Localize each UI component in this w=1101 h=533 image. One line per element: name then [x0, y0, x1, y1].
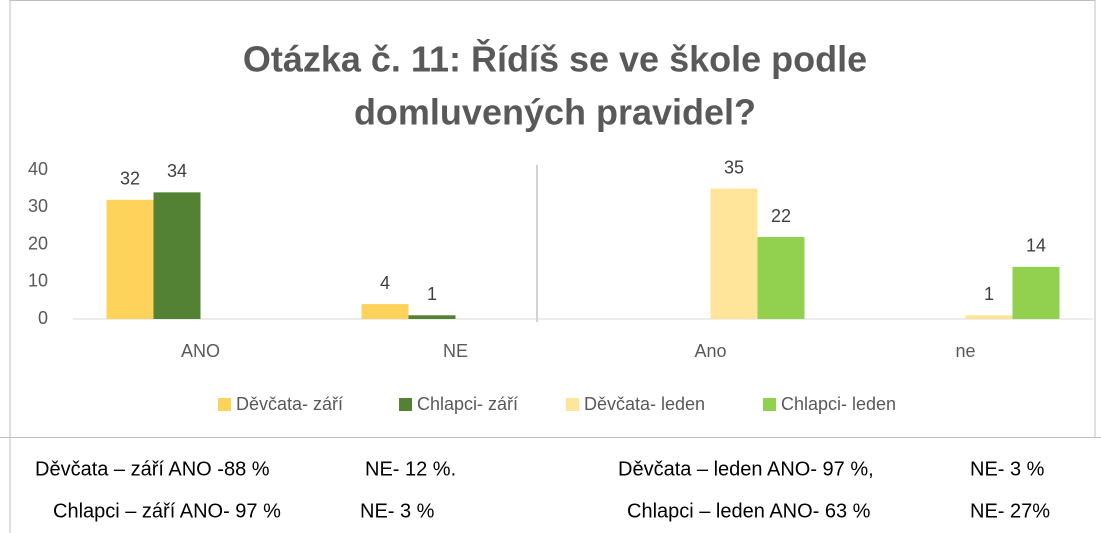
- legend-swatch: [218, 398, 231, 411]
- legend-label: Chlapci- září: [417, 394, 518, 414]
- note-text: Chlapci – září ANO- 97 %: [53, 500, 281, 522]
- note-text: NE- 12 %.: [365, 458, 456, 480]
- bar: [106, 199, 154, 319]
- bar: [757, 237, 805, 319]
- data-label: 1: [427, 284, 437, 304]
- legend-swatch: [566, 398, 579, 411]
- data-label: 34: [167, 161, 187, 181]
- bar: [1012, 266, 1060, 319]
- x-tick-label: ANO: [181, 341, 220, 361]
- legend-label: Děvčata- září: [236, 394, 343, 414]
- bar: [710, 188, 758, 319]
- bar: [965, 315, 1013, 319]
- y-tick-label: 20: [28, 233, 48, 253]
- y-tick-label: 40: [28, 159, 48, 179]
- note-text: Chlapci – leden ANO- 63 %: [627, 500, 871, 522]
- y-tick-label: 30: [28, 196, 48, 216]
- bar: [408, 315, 456, 319]
- data-label: 1: [984, 284, 994, 304]
- data-label: 35: [724, 157, 744, 177]
- chart-title: domluvených pravidel?: [354, 92, 756, 133]
- legend-swatch: [399, 398, 412, 411]
- legend-label: Děvčata- leden: [584, 394, 705, 414]
- data-label: 32: [120, 169, 140, 189]
- data-label: 14: [1026, 236, 1046, 256]
- y-tick-label: 0: [38, 308, 48, 328]
- bar: [361, 304, 409, 319]
- data-label: 4: [380, 273, 390, 293]
- bar: [153, 192, 201, 319]
- note-text: NE- 3 %: [970, 458, 1045, 480]
- x-tick-label: Ano: [694, 341, 726, 361]
- legend-swatch: [763, 398, 776, 411]
- x-tick-label: ne: [955, 341, 975, 361]
- y-tick-label: 10: [28, 271, 48, 291]
- note-text: Děvčata – leden ANO- 97 %,: [618, 458, 874, 480]
- note-text: NE- 27%: [970, 500, 1050, 522]
- note-text: NE- 3 %: [360, 500, 435, 522]
- chart-title: Otázka č. 11: Řídíš se ve škole podle: [243, 38, 867, 80]
- legend-label: Chlapci- leden: [781, 394, 896, 414]
- data-label: 22: [771, 206, 791, 226]
- note-text: Děvčata – září ANO -88 %: [35, 458, 270, 480]
- x-tick-label: NE: [443, 341, 468, 361]
